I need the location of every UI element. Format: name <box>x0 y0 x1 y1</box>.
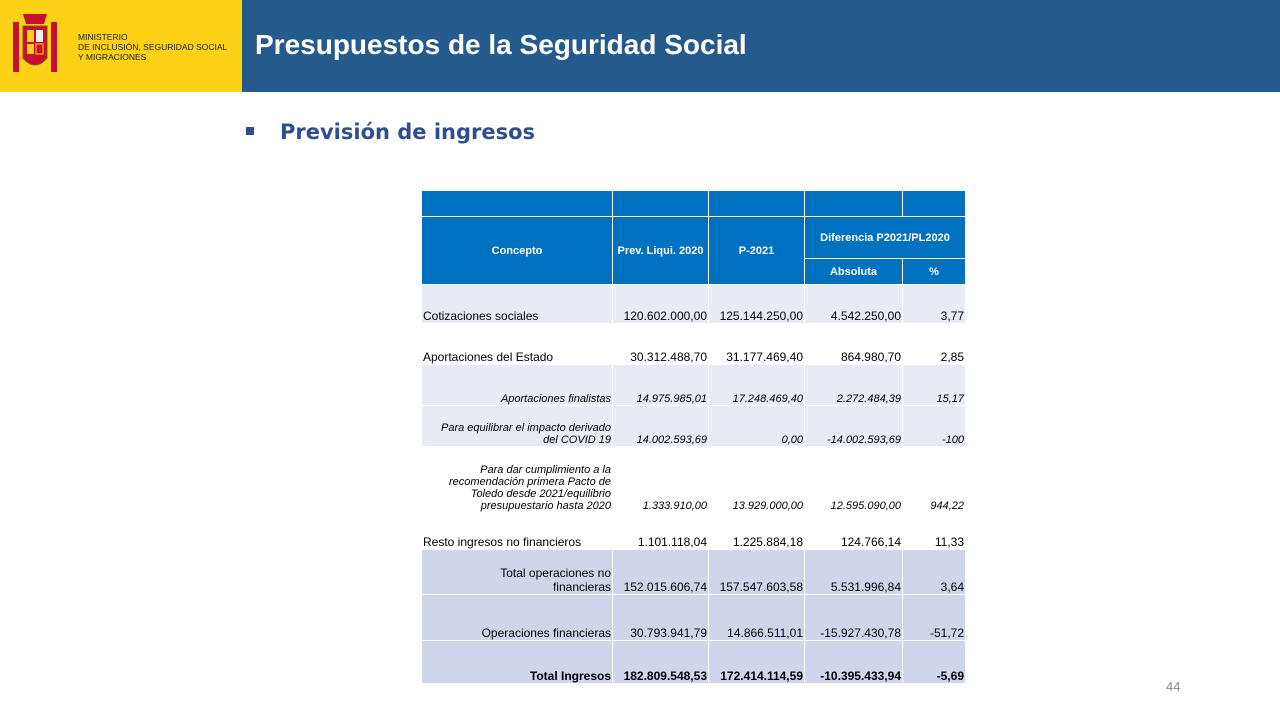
label-cell: Operaciones financieras <box>421 594 613 641</box>
title-bar <box>242 0 1280 92</box>
table-row: Resto ingresos no financieros 1.101.118,0… <box>421 512 966 550</box>
value-cell: 2,85 <box>902 323 966 365</box>
header-cell <box>804 190 903 217</box>
value-cell: -15.927.430,78 <box>804 594 903 641</box>
label-cell: Resto ingresos no financieros <box>421 512 613 550</box>
table-row: Cotizaciones sociales 120.602.000,00 125.1… <box>421 284 966 324</box>
label-cell: Aportaciones del Estado <box>421 323 613 365</box>
header-cell <box>902 190 966 217</box>
label-cell: Para equilibrar el impacto derivado del … <box>421 405 613 447</box>
value-cell: -10.395.433,94 <box>804 640 903 684</box>
value-cell: 124.766,14 <box>804 512 903 550</box>
value-cell: 182.809.548,53 <box>612 640 709 684</box>
value-cell: 157.547.603,58 <box>708 549 805 595</box>
value-cell: 14.975.985,01 <box>612 364 709 406</box>
value-cell: 5.531.996,84 <box>804 549 903 595</box>
value-cell: 944,22 <box>902 446 966 513</box>
label-cell: Total Ingresos <box>421 640 613 684</box>
value-cell: 12.595.090,00 <box>804 446 903 513</box>
table-row: Total operaciones no financieras 152.015.… <box>421 549 966 595</box>
ministry-line: MINISTERIO <box>78 32 128 42</box>
value-cell: 3,64 <box>902 549 966 595</box>
value-cell: 864.980,70 <box>804 323 903 365</box>
table-row: Para dar cumplimiento a la recomendación… <box>421 446 966 513</box>
header-cell: Diferencia P2021/PL2020 <box>804 216 966 259</box>
value-cell: 2.272.484,39 <box>804 364 903 406</box>
value-cell: 11,33 <box>902 512 966 550</box>
value-cell: 152.015.606,74 <box>612 549 709 595</box>
ministry-line: Y MIGRACIONES <box>78 52 147 62</box>
header-cell: Concepto <box>421 216 613 285</box>
value-cell: 15,17 <box>902 364 966 406</box>
section-title: Previsión de ingresos <box>280 120 536 144</box>
value-cell: 14.866.511,01 <box>708 594 805 641</box>
value-cell: 0,00 <box>708 405 805 447</box>
label-cell: Cotizaciones sociales <box>421 284 613 324</box>
value-cell: 3,77 <box>902 284 966 324</box>
header-cell <box>421 190 613 217</box>
table-row: Aportaciones finalistas 14.975.985,01 17.2… <box>421 364 966 406</box>
value-cell: 4.542.250,00 <box>804 284 903 324</box>
label-cell: Total operaciones no financieras <box>421 549 613 595</box>
header-cell: P-2021 <box>708 216 805 285</box>
income-table: Concepto Prev. Liqui. 2020 P-2021 Diferenci… <box>421 190 966 684</box>
value-cell: -100 <box>902 405 966 447</box>
header-cell <box>612 190 709 217</box>
header-cell <box>708 190 805 217</box>
value-cell: 13.929.000,00 <box>708 446 805 513</box>
table-row: Operaciones financieras 30.793.941,79 14.8… <box>421 594 966 641</box>
coat-of-arms <box>13 14 57 72</box>
table-row: Para equilibrar el impacto derivado del … <box>421 405 966 447</box>
table-row: Aportaciones del Estado 30.312.488,70 31.1… <box>421 323 966 365</box>
value-cell: 30.793.941,79 <box>612 594 709 641</box>
header-cell: % <box>902 258 966 285</box>
value-cell: 31.177.469,40 <box>708 323 805 365</box>
value-cell: 120.602.000,00 <box>612 284 709 324</box>
logo-area: MINISTERIO DE INCLUSIÓN, SEGURIDAD SOCIA… <box>0 0 242 92</box>
value-cell: 1.333.910,00 <box>612 446 709 513</box>
value-cell: -51,72 <box>902 594 966 641</box>
value-cell: -14.002.593,69 <box>804 405 903 447</box>
value-cell: 17.248.469,40 <box>708 364 805 406</box>
bullet <box>246 127 254 135</box>
ministry-name: MINISTERIO DE INCLUSIÓN, SEGURIDAD SOCIA… <box>78 32 227 62</box>
value-cell: -5,69 <box>902 640 966 684</box>
label-cell: Para dar cumplimiento a la recomendación… <box>421 446 613 513</box>
label-cell: Aportaciones finalistas <box>421 364 613 406</box>
value-cell: 14.002.593,69 <box>612 405 709 447</box>
header-cell: Prev. Liqui. 2020 <box>612 216 709 285</box>
value-cell: 172.414.114,59 <box>708 640 805 684</box>
title: Presupuestos de la Seguridad Social <box>255 29 747 60</box>
table-row: Total Ingresos 182.809.548,53 172.414.114,… <box>421 640 966 684</box>
value-cell: 1.225.884,18 <box>708 512 805 550</box>
ministry-line: DE INCLUSIÓN, SEGURIDAD SOCIAL <box>78 42 228 52</box>
value-cell: 30.312.488,70 <box>612 323 709 365</box>
value-cell: 125.144.250,00 <box>708 284 805 324</box>
header-cell: Absoluta <box>804 258 903 285</box>
page-number: 44 <box>1166 679 1181 694</box>
value-cell: 1.101.118,04 <box>612 512 709 550</box>
